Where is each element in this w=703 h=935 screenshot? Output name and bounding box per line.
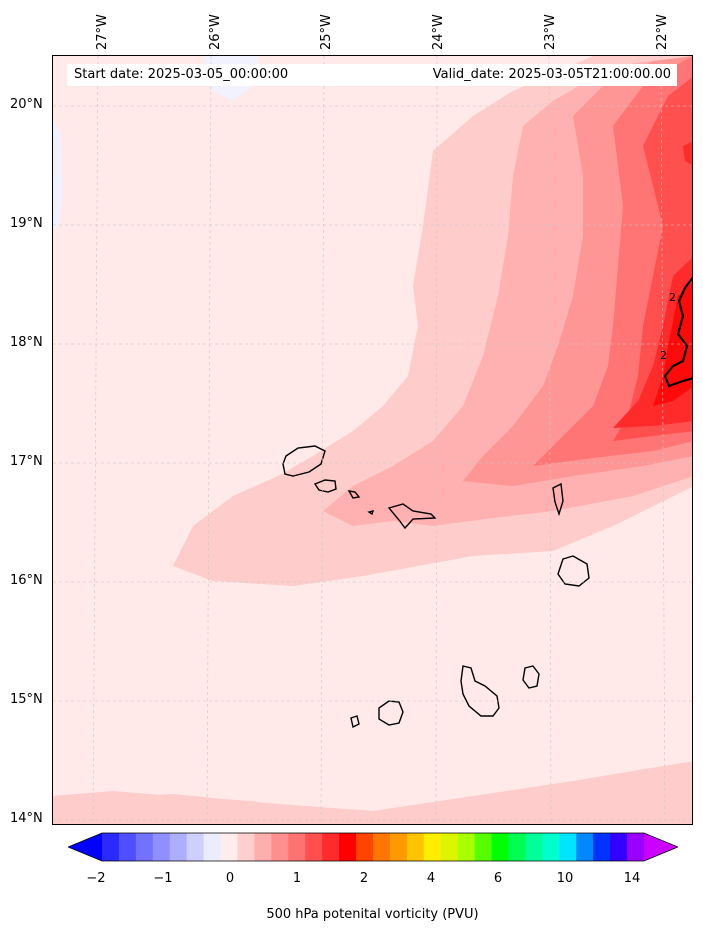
colorbar-swatch [474, 833, 493, 861]
colorbar-tick-label: 14 [623, 871, 641, 886]
map-panel: 2 2 Start date: 2025-03-05_00:00:00 Vali… [52, 55, 693, 825]
island-santiago [460, 665, 500, 717]
colorbar-swatch [423, 833, 442, 861]
lon-label-23w: 23°W [543, 14, 558, 50]
colorbar-swatch [322, 833, 340, 861]
meridian-22w [660, 56, 666, 824]
colorbar-label: 500 hPa potenital vorticity (PVU) [266, 907, 479, 922]
colorbar-swatch [356, 833, 374, 861]
colorbar-swatch [406, 833, 425, 861]
lat-label-15n: 15°N [10, 692, 43, 707]
colorbar-tick-label: 0 [225, 871, 235, 886]
colorbar-tick-label: 4 [426, 871, 436, 886]
lat-label-18n: 18°N [10, 335, 43, 350]
lat-label-19n: 19°N [10, 216, 43, 231]
colorbar-swatch [118, 833, 137, 861]
lat-label-20n: 20°N [10, 97, 43, 112]
colorbar-swatch [220, 833, 239, 861]
pv-contour-map: 2 2 [53, 56, 692, 824]
colorbar-tick-label: 1 [292, 871, 302, 886]
pv-fill-level-0-5-south [53, 761, 692, 824]
colorbar-swatch [271, 833, 289, 861]
colorbar-swatch [203, 833, 222, 861]
colorbar-outline [68, 832, 678, 862]
colorbar-swatch [389, 833, 408, 861]
colorbar-swatch [576, 833, 594, 861]
colorbar-swatch [102, 833, 120, 861]
valid-date-text: Valid_date: 2025-03-05T21:00:00.00 [432, 67, 671, 82]
colorbar-tick-label: −1 [153, 871, 173, 886]
colorbar-tick-label: −2 [86, 871, 106, 886]
pv-contour-2-line [663, 276, 692, 388]
colorbar-swatch [593, 833, 611, 861]
island-brava [350, 715, 360, 729]
colorbar-swatch [152, 833, 171, 861]
graticule [53, 56, 692, 824]
colorbar-swatch [186, 833, 205, 861]
meridian-27w [92, 56, 99, 824]
pv-fill-level-2-north [683, 141, 692, 165]
lon-label-26w: 26°W [208, 14, 223, 50]
colorbar-extend-max [644, 833, 678, 861]
lat-label-14n: 14°N [10, 811, 43, 826]
colorbar-swatch [627, 833, 645, 861]
colorbar-swatch [491, 833, 510, 861]
colorbar-swatch [339, 833, 357, 861]
colorbar-swatch [373, 833, 391, 861]
pv-fill-negative-west [53, 116, 63, 231]
colorbar [68, 832, 678, 862]
colorbar-swatch [440, 833, 459, 861]
island-sal [552, 482, 564, 517]
island-santo-antao [282, 445, 326, 477]
meridian-24w [435, 56, 438, 824]
colorbar-swatch [559, 833, 577, 861]
colorbar-swatch [169, 833, 188, 861]
contour-label-2-a: 2 [669, 291, 676, 304]
lon-label-24w: 24°W [431, 14, 446, 50]
colorbar-tick-label: 2 [359, 871, 369, 886]
island-sao-nicolau [387, 503, 437, 530]
colorbar-swatch [610, 833, 628, 861]
lat-label-16n: 16°N [10, 573, 43, 588]
colorbar-swatch [237, 833, 256, 861]
island-santa-luzia [347, 490, 361, 499]
colorbar-extend-min [68, 833, 102, 861]
colorbar-tick-label: 6 [493, 871, 503, 886]
colorbar-swatch [457, 833, 476, 861]
meridian-26w [206, 56, 212, 824]
meridian-23w [548, 56, 552, 824]
colorbar-tick-label: 10 [556, 871, 574, 886]
meridian-25w [320, 56, 325, 824]
island-maio [522, 665, 540, 689]
colorbar-swatch [508, 833, 527, 861]
colorbar-swatch [305, 833, 323, 861]
lon-label-25w: 25°W [319, 14, 334, 50]
colorbar-swatch [254, 833, 272, 861]
contour-label-2-b: 2 [660, 349, 667, 362]
lon-label-27w: 27°W [95, 14, 110, 50]
colorbar-swatch [288, 833, 306, 861]
colorbar-swatch [542, 833, 560, 861]
date-banner [67, 64, 677, 86]
start-date-text: Start date: 2025-03-05_00:00:00 [74, 67, 289, 82]
colorbar-swatch [135, 833, 154, 861]
lat-label-17n: 17°N [10, 454, 43, 469]
lon-label-22w: 22°W [655, 14, 670, 50]
island-sao-vicente [313, 479, 337, 493]
colorbar-swatch [525, 833, 543, 861]
island-branco [367, 510, 375, 516]
